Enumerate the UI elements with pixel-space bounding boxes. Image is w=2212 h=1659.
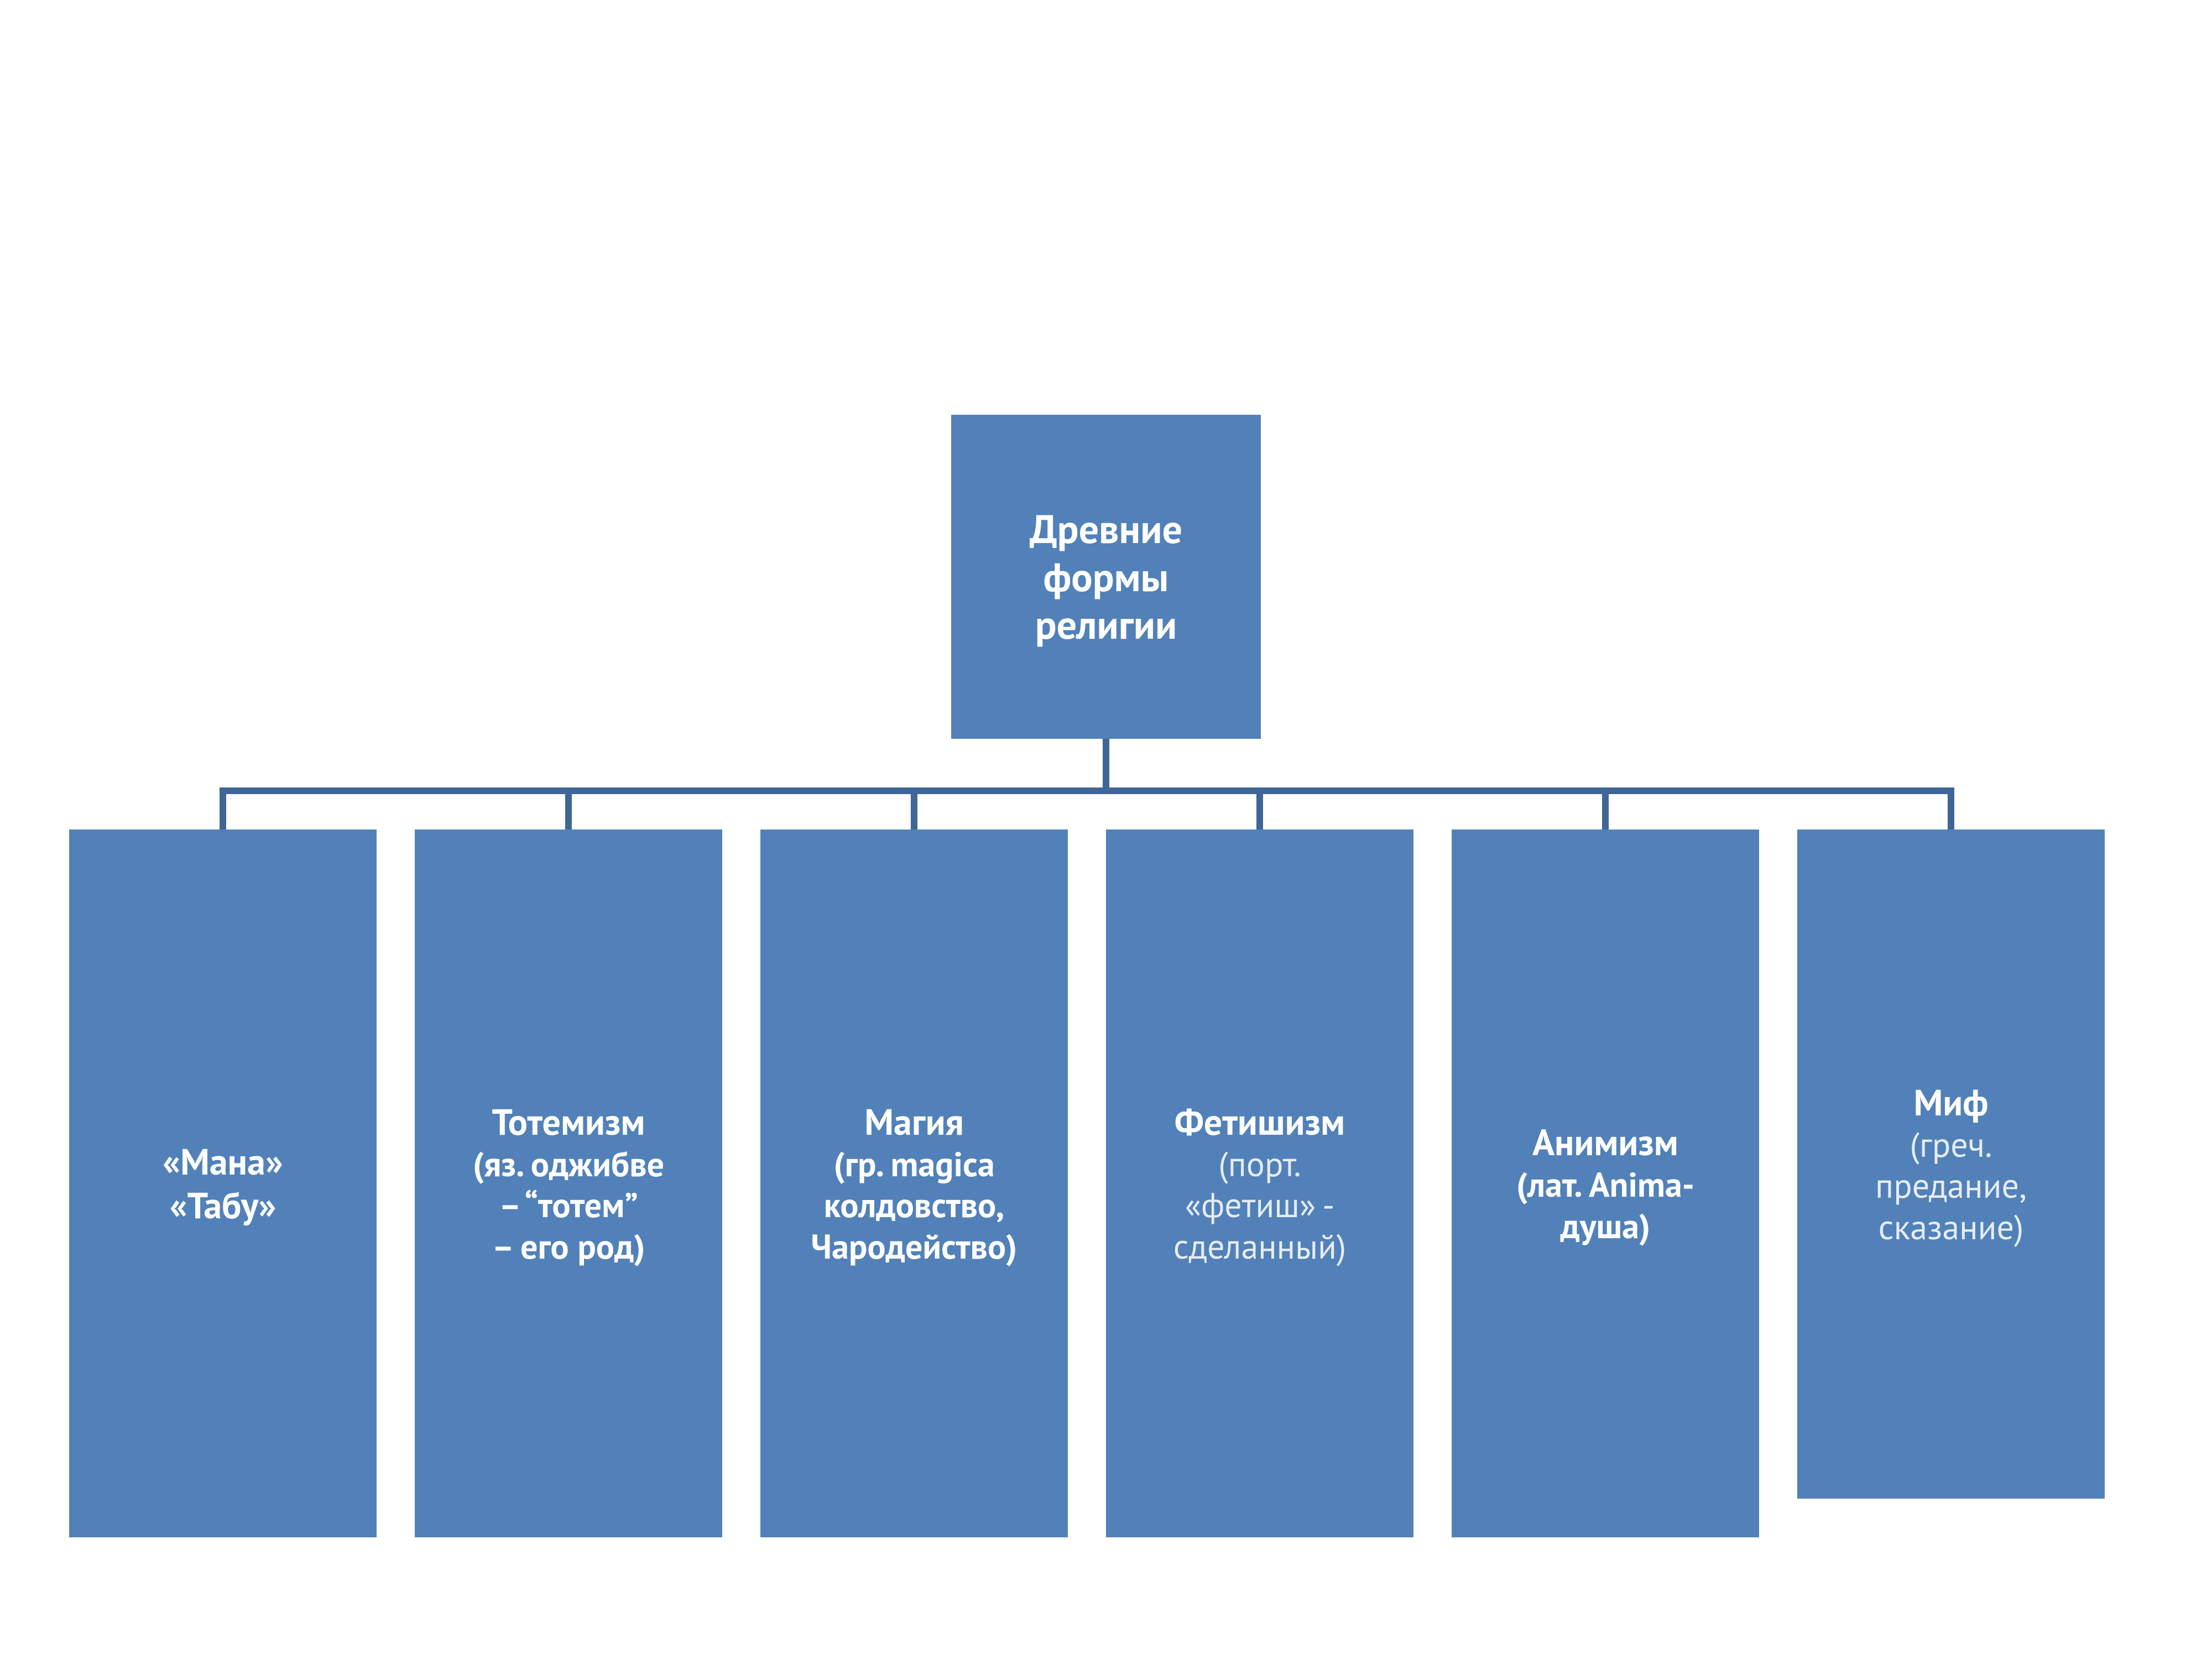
child-sub-line: (лат. Anima- [1516, 1164, 1694, 1205]
child-sub-line: душа) [1561, 1206, 1651, 1246]
child-sub-line: колдовство, [824, 1185, 1005, 1225]
child-sub-line: (порт. [1218, 1144, 1301, 1185]
child-sub-line: сказание) [1879, 1207, 2024, 1248]
child-sub-line: предание, [1875, 1165, 2027, 1206]
child-sub-line: Чародейство) [811, 1226, 1018, 1267]
child-sub-line: (греч. [1910, 1124, 1992, 1165]
child-title-line: Миф [1914, 1081, 1989, 1124]
root-node-line: религии [1035, 601, 1177, 648]
child-node-totemizm: Тотемизм(яз. оджибве– “тотем”– его род) [415, 830, 722, 1537]
child-node-animizm: Анимизм(лат. Anima-душа) [1452, 830, 1759, 1537]
child-node-mana-tabu: «Мана»«Табу» [69, 830, 377, 1537]
child-title-line: Фетишизм [1175, 1100, 1345, 1144]
child-sub-line: – его род) [492, 1226, 645, 1267]
child-node-magiya: Магия(гр. magicaколдовство,Чародейство) [760, 830, 1068, 1537]
child-title-line: Магия [864, 1100, 964, 1144]
child-title-line: «Мана» [163, 1140, 283, 1183]
child-sub-line: (яз. оджибве [473, 1144, 664, 1185]
child-node-mif: Миф(греч.предание,сказание) [1797, 830, 2105, 1499]
child-title-line: Анимизм [1532, 1120, 1678, 1164]
child-sub-line: «фетиш» - [1185, 1185, 1334, 1225]
child-sub-line: (гр. magica [833, 1144, 994, 1185]
child-node-fetishizm: Фетишизм(порт.«фетиш» -сделанный) [1106, 830, 1413, 1537]
root-node-line: Древние [1030, 505, 1182, 552]
child-title-line: Тотемизм [492, 1100, 645, 1144]
child-title-line: «Табу» [170, 1183, 276, 1227]
child-sub-line: сделанный) [1173, 1226, 1347, 1267]
root-node-line: формы [1044, 553, 1169, 601]
root-node: Древниеформырелигии [951, 415, 1261, 739]
child-sub-line: – “тотем” [499, 1185, 638, 1225]
